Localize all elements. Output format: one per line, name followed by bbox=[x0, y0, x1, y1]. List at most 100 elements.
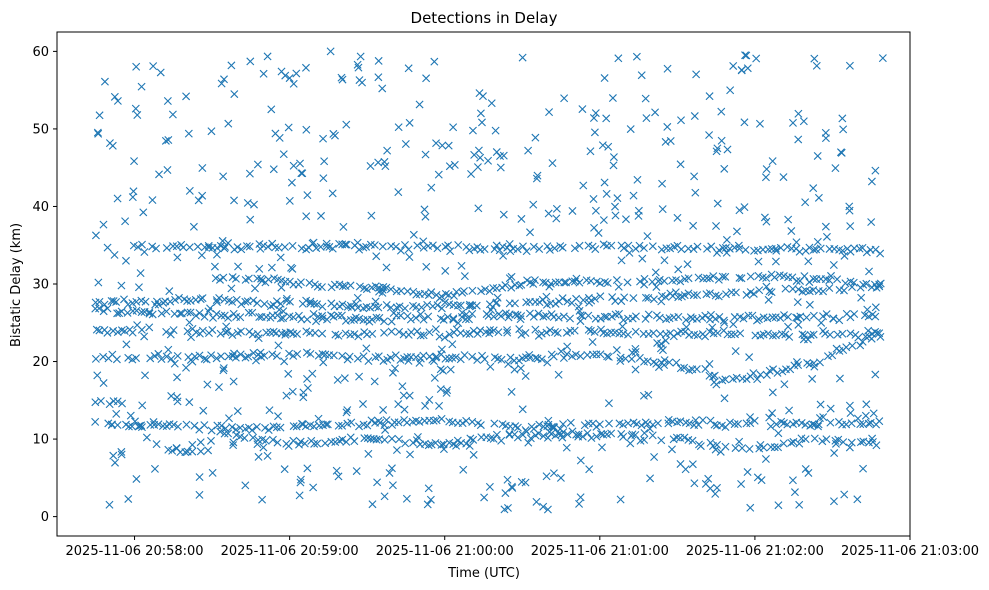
data-point bbox=[279, 314, 288, 323]
data-point bbox=[426, 495, 435, 504]
data-point bbox=[437, 304, 446, 313]
data-point bbox=[249, 433, 257, 442]
data-point bbox=[469, 450, 478, 459]
data-point bbox=[619, 420, 628, 429]
data-point bbox=[641, 94, 650, 103]
data-point bbox=[746, 272, 755, 281]
data-point bbox=[241, 353, 250, 362]
data-point bbox=[429, 357, 438, 366]
data-point bbox=[368, 500, 377, 509]
data-point bbox=[161, 136, 170, 145]
data-point bbox=[628, 430, 637, 439]
data-point bbox=[701, 479, 710, 488]
data-point bbox=[515, 325, 524, 334]
data-point bbox=[215, 293, 224, 302]
data-point bbox=[169, 326, 178, 335]
data-point bbox=[367, 283, 376, 292]
data-point bbox=[716, 447, 725, 456]
data-point bbox=[419, 243, 428, 252]
data-point bbox=[594, 228, 603, 237]
data-point bbox=[732, 227, 741, 236]
data-point bbox=[669, 332, 678, 341]
data-point bbox=[501, 281, 510, 290]
data-point bbox=[164, 345, 173, 354]
data-point bbox=[458, 308, 467, 317]
data-point bbox=[734, 419, 743, 428]
data-point bbox=[731, 288, 740, 297]
data-point bbox=[91, 231, 100, 240]
data-point bbox=[575, 241, 584, 250]
data-point bbox=[92, 325, 101, 334]
data-point bbox=[128, 422, 137, 431]
data-point bbox=[822, 310, 831, 319]
data-point bbox=[305, 328, 314, 337]
data-point bbox=[167, 354, 176, 363]
data-point bbox=[729, 61, 738, 70]
data-point bbox=[602, 114, 611, 123]
data-point bbox=[799, 335, 808, 344]
data-point bbox=[252, 422, 261, 431]
data-point bbox=[249, 296, 258, 305]
data-point bbox=[784, 215, 793, 224]
data-point bbox=[802, 313, 811, 322]
data-point bbox=[492, 430, 501, 439]
data-point bbox=[395, 302, 404, 311]
data-point bbox=[323, 420, 332, 429]
data-point bbox=[345, 352, 354, 361]
data-point bbox=[761, 455, 770, 463]
data-point bbox=[422, 74, 431, 83]
data-point bbox=[522, 427, 531, 436]
data-point bbox=[400, 240, 409, 249]
data-point bbox=[867, 334, 876, 343]
data-point bbox=[347, 418, 356, 427]
data-point bbox=[713, 199, 722, 208]
data-point bbox=[449, 123, 458, 132]
data-point bbox=[846, 222, 855, 231]
data-point bbox=[596, 350, 605, 359]
data-point bbox=[710, 420, 719, 429]
data-point bbox=[619, 316, 628, 325]
data-point bbox=[817, 318, 826, 327]
data-point bbox=[696, 442, 705, 451]
data-point bbox=[625, 248, 634, 257]
data-point bbox=[653, 419, 662, 428]
data-point bbox=[364, 357, 373, 366]
data-point bbox=[382, 283, 391, 292]
data-point bbox=[543, 242, 552, 251]
data-point bbox=[207, 351, 216, 360]
data-point bbox=[810, 434, 819, 443]
data-point bbox=[110, 92, 119, 101]
data-point bbox=[794, 320, 803, 329]
data-point bbox=[816, 244, 825, 253]
data-point bbox=[250, 200, 258, 209]
data-point bbox=[737, 274, 746, 283]
data-point bbox=[430, 373, 439, 382]
data-point bbox=[809, 245, 818, 254]
data-point bbox=[200, 421, 209, 430]
data-point bbox=[292, 422, 301, 431]
data-point bbox=[752, 54, 761, 63]
data-point bbox=[374, 56, 383, 65]
data-point bbox=[196, 295, 205, 304]
data-point bbox=[173, 393, 182, 402]
data-point bbox=[777, 329, 786, 338]
data-point bbox=[719, 316, 728, 325]
data-point bbox=[217, 311, 226, 320]
data-point bbox=[505, 240, 514, 248]
data-point bbox=[234, 262, 243, 271]
data-point bbox=[809, 274, 818, 283]
data-point bbox=[184, 129, 193, 138]
data-point bbox=[648, 431, 657, 440]
data-point bbox=[339, 222, 348, 231]
data-point bbox=[359, 400, 367, 409]
data-point bbox=[476, 153, 485, 162]
data-point bbox=[196, 438, 205, 447]
data-point bbox=[183, 308, 192, 317]
data-point bbox=[317, 283, 326, 292]
data-point bbox=[381, 425, 390, 434]
data-point bbox=[570, 244, 579, 253]
data-point bbox=[876, 279, 885, 288]
data-point bbox=[169, 420, 178, 429]
data-point bbox=[186, 296, 195, 305]
data-point bbox=[600, 278, 609, 286]
